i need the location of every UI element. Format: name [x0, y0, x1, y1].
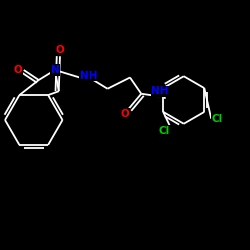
Text: O: O	[56, 45, 64, 55]
Text: NH: NH	[151, 86, 169, 96]
Text: Cl: Cl	[211, 114, 222, 124]
Text: NH: NH	[80, 71, 97, 81]
Text: O: O	[120, 109, 130, 119]
Text: Cl: Cl	[159, 126, 170, 136]
Text: N: N	[50, 65, 59, 75]
Text: O: O	[14, 65, 23, 75]
